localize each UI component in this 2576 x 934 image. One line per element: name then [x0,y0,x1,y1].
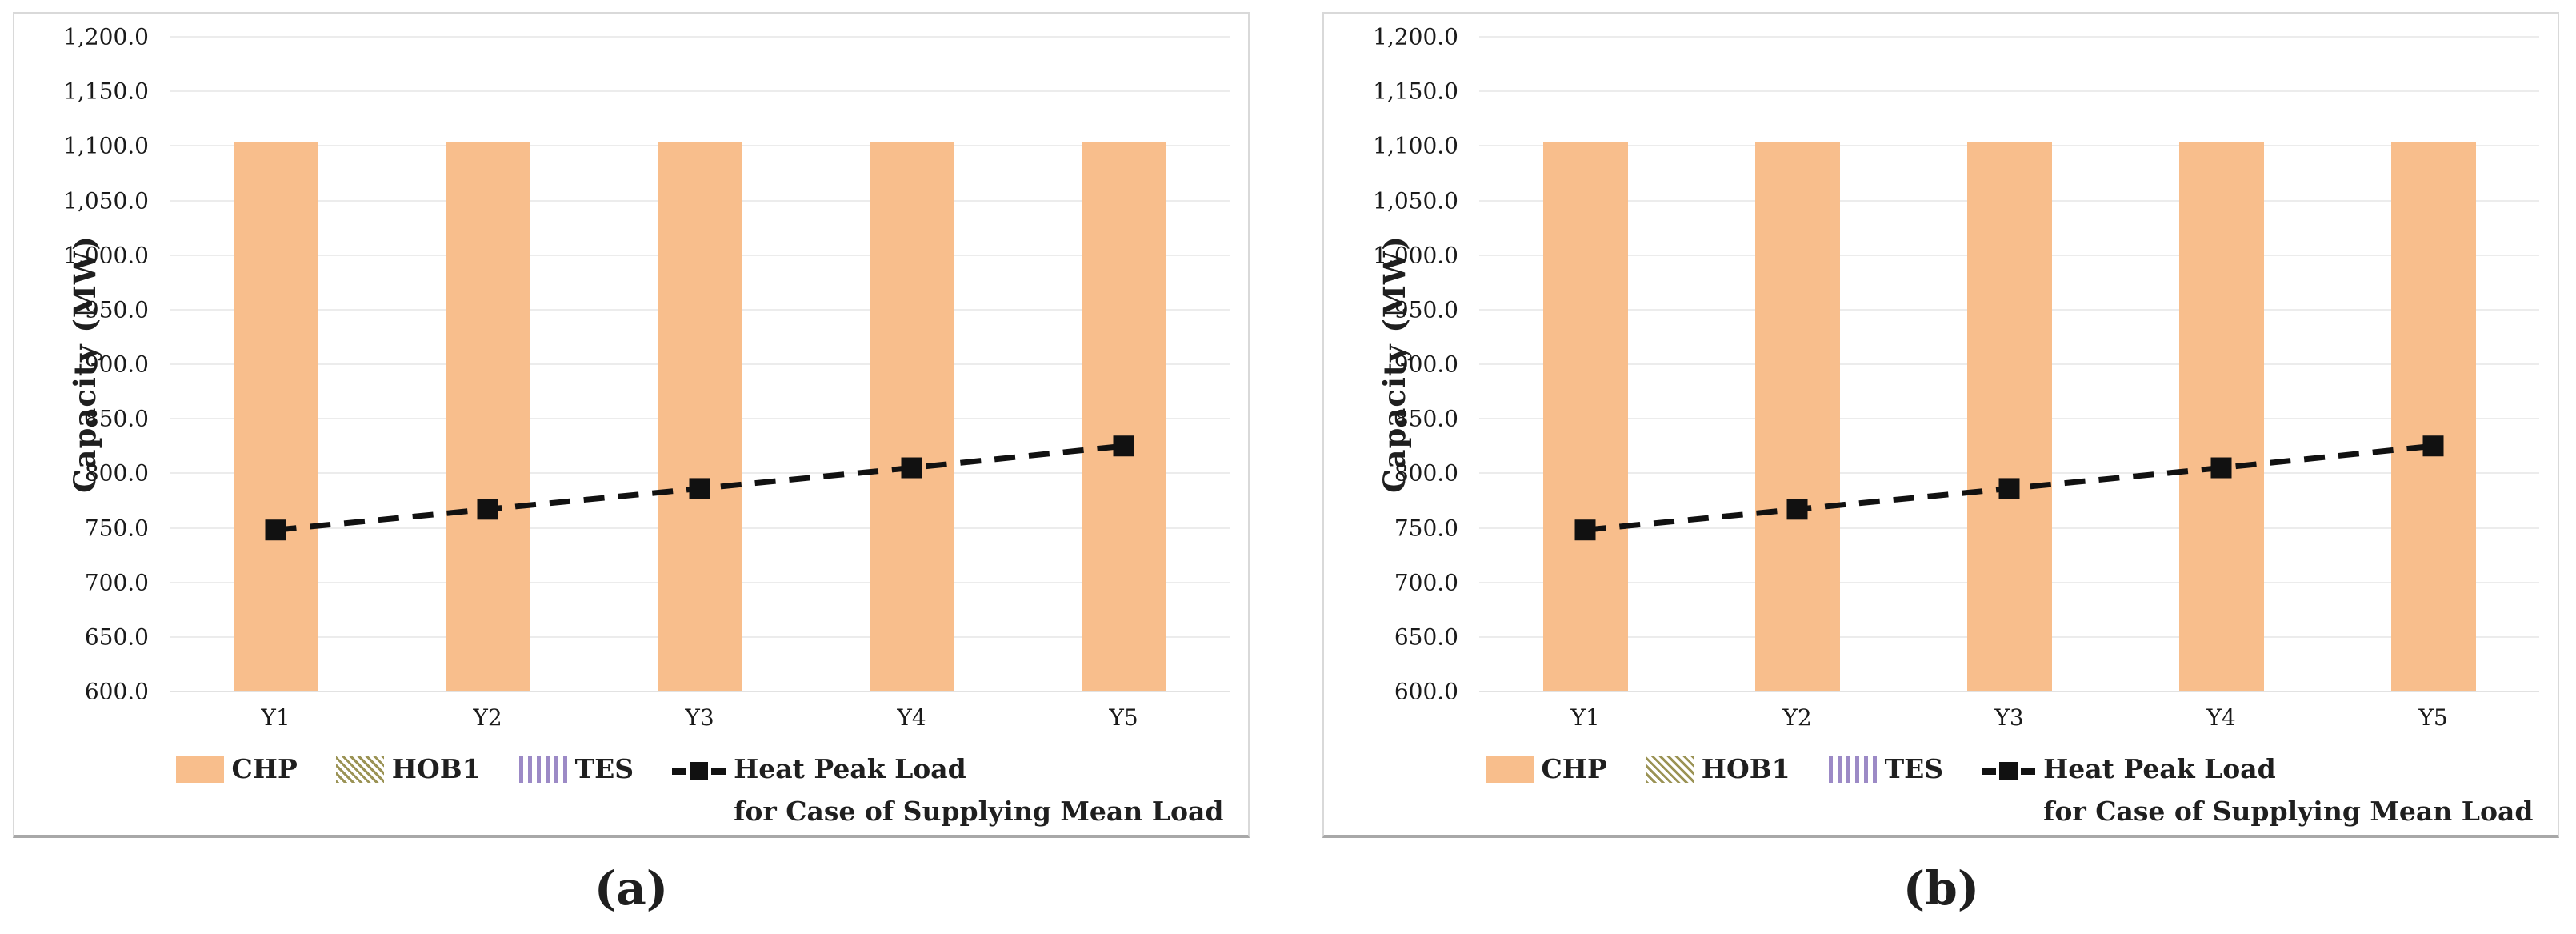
y-tick-label: 900.0 [1394,351,1458,378]
gridline [170,691,1230,692]
legend-item: Heat Peak Load for Case of Supplying Mean… [1982,748,2533,833]
legend-label: HOB1 [391,753,481,784]
gridline [1479,691,2539,692]
x-tick-label: Y1 [261,704,290,731]
bar-chp [1081,141,1166,691]
subfigure-caption-b: (b) [1902,861,1980,916]
bar-chp [1542,141,1628,691]
legend: CHP HOB1 TES Heat Peak Load for Case of Supp… [1479,748,2539,833]
plot-area: 1,200.0 1,150.0 1,100.0 1,050.0 1,000.0 950.0… [63,24,1230,731]
legend-swatch-icon [1645,756,1694,783]
legend-swatch-icon [518,756,567,783]
legend-item: CHP [175,748,298,791]
y-tick-label: 1,000.0 [63,242,149,269]
legend-label: CHP [231,753,298,784]
y-tick-label: 1,050.0 [1373,187,1458,214]
y-tick-label: 650.0 [84,623,149,651]
legend-line-marker-icon [1982,762,2036,780]
legend-item: TES [518,748,634,791]
line-series [265,435,1134,541]
x-tick-label: Y2 [473,704,502,731]
y-tick-label: 700.0 [84,569,149,596]
plot-area: 1,200.0 1,150.0 1,100.0 1,050.0 1,000.0 950.0… [1373,24,2539,731]
legend-swatch-icon [335,756,384,783]
gridline [1479,90,2539,93]
y-tick-label: 850.0 [1394,405,1458,432]
bar-chp [2178,141,2264,691]
legend-swatch-icon [1828,756,1877,783]
legend-item: HOB1 [335,748,481,791]
legend-label: HOB1 [1701,753,1790,784]
y-tick-label: 650.0 [1394,623,1458,651]
legend-line-marker-icon [672,762,726,780]
legend: CHP HOB1 TES Heat Peak Load for Case of Supp… [170,748,1230,833]
y-axis-ticks: 1,200.0 1,150.0 1,100.0 1,050.0 1,000.0 950.0… [1322,24,1458,705]
x-tick-label: Y2 [1782,704,1812,731]
x-tick-label: Y3 [685,704,714,731]
x-tick-label: Y5 [2418,704,2448,731]
y-tick-label: 1,150.0 [63,78,149,105]
legend-item: CHP [1485,748,1607,791]
chart-panel-b: Capacity (MW) 1,200.0 1,150.0 1,100.0 1,050… [1322,12,2559,838]
x-tick-label: Y1 [1570,704,1600,731]
y-tick-label: 600.0 [1394,678,1458,705]
legend-label: Heat Peak Load for Case of Supplying Mean… [734,753,1224,827]
y-tick-label: 900.0 [84,351,149,378]
chart-panel-a: Capacity (MW) 1,200.0 1,150.0 1,100.0 1,050… [13,12,1250,838]
bar-chp [657,141,742,691]
legend-label: TES [574,753,634,784]
y-tick-label: 1,050.0 [63,187,149,214]
y-tick-label: 800.0 [1394,459,1458,487]
legend-label: CHP [1541,753,1607,784]
bar-chp [1754,141,1840,691]
bar-chp [445,141,530,691]
legend-swatch-icon [1485,756,1534,783]
y-tick-label: 1,200.0 [63,23,149,50]
bar-chp [869,141,954,691]
x-tick-label: Y5 [1109,704,1138,731]
line-series [1574,435,2444,541]
x-tick-label: Y3 [1994,704,2024,731]
legend-item: HOB1 [1645,748,1790,791]
subfigure-caption-a: (a) [594,861,669,916]
x-tick-label: Y4 [897,704,926,731]
x-axis-labels: Y1 Y2 Y3 Y4 Y5 [170,704,1230,736]
x-tick-label: Y4 [2206,704,2236,731]
y-axis-ticks: 1,200.0 1,150.0 1,100.0 1,050.0 1,000.0 950.0… [13,24,149,705]
y-tick-label: 1,100.0 [63,132,149,159]
bar-chp [1966,141,2052,691]
y-tick-label: 950.0 [84,296,149,323]
gridline [170,90,1230,93]
y-tick-label: 950.0 [1394,296,1458,323]
legend-swatch-icon [175,756,224,783]
gridline [1479,36,2539,38]
y-tick-label: 1,150.0 [1373,78,1458,105]
y-tick-label: 800.0 [84,459,149,487]
y-tick-label: 750.0 [1394,515,1458,541]
y-tick-label: 1,000.0 [1373,242,1458,269]
y-tick-label: 1,200.0 [1373,23,1458,50]
legend-item: TES [1828,748,1944,791]
bar-chp [233,141,318,691]
legend-label: TES [1884,753,1944,784]
legend-item: Heat Peak Load for Case of Supplying Mean… [672,748,1223,833]
y-tick-label: 850.0 [84,405,149,432]
legend-label: Heat Peak Load for Case of Supplying Mean… [2043,753,2534,827]
bar-chp [2390,141,2476,691]
y-tick-label: 700.0 [1394,569,1458,596]
x-axis-labels: Y1 Y2 Y3 Y4 Y5 [1479,704,2539,736]
gridline [170,36,1230,38]
y-tick-label: 1,100.0 [1373,132,1458,159]
y-tick-label: 600.0 [84,678,149,705]
y-tick-label: 750.0 [84,515,149,541]
